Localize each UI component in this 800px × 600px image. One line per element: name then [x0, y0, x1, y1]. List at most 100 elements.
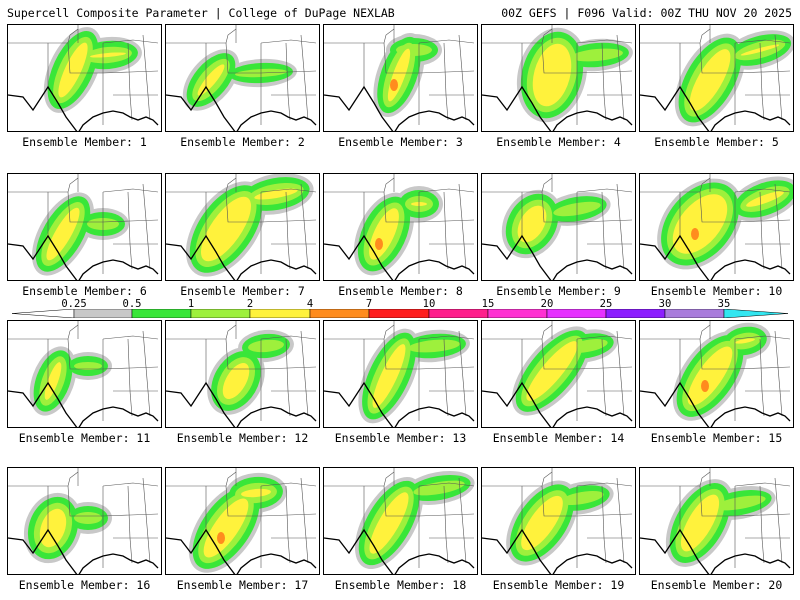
state-border [300, 34, 307, 96]
state-border [603, 390, 607, 417]
scp-map [640, 25, 793, 131]
colorbar-tick-label: 2 [246, 298, 254, 310]
scp-contour-fill [689, 49, 731, 111]
coastline [8, 85, 159, 131]
state-border [734, 482, 791, 487]
state-border [166, 324, 237, 340]
state-border [418, 335, 475, 340]
state-border [541, 191, 577, 223]
colorbar-tick-label: 7 [365, 298, 373, 310]
ensemble-map-panel [165, 467, 320, 575]
state-border [142, 183, 149, 245]
colorbar-segment [605, 309, 666, 318]
state-border [305, 243, 309, 270]
coastline [324, 381, 475, 427]
state-border [640, 28, 711, 44]
colorbar-segment [487, 309, 548, 318]
member-label: Ensemble Member: 12 [176, 431, 309, 445]
scp-contour-fill [413, 480, 465, 496]
coastline [324, 528, 475, 574]
state-border [324, 471, 395, 487]
ensemble-map-panel [165, 173, 320, 281]
colorbar-segment [249, 309, 311, 318]
state-border [458, 477, 465, 539]
ensemble-map-panel [165, 24, 320, 132]
state-border [8, 28, 79, 44]
state-border [260, 219, 317, 223]
coastline [166, 85, 317, 131]
state-border [127, 485, 131, 539]
state-border [129, 537, 133, 564]
scp-contour-fill [735, 338, 755, 344]
coastline [482, 234, 633, 280]
state-border [576, 335, 633, 340]
state-border [774, 34, 781, 96]
scp-contour-fill [222, 362, 250, 400]
scp-high-value-cell [390, 79, 398, 91]
scp-contour-fill [517, 205, 547, 243]
state-border [541, 42, 577, 74]
scp-map [166, 25, 317, 131]
state-border [445, 390, 449, 417]
scp-map [166, 321, 317, 427]
state-border [734, 39, 791, 44]
state-border [383, 191, 419, 223]
state-border [774, 477, 781, 539]
colorbar-tick-label: 25 [599, 298, 613, 310]
member-label: Ensemble Member: 4 [496, 135, 621, 149]
state-border [779, 243, 783, 270]
state-border [129, 390, 133, 417]
state-border [621, 537, 625, 564]
state-border [305, 94, 309, 121]
state-border [147, 243, 151, 270]
colorbar-segment [368, 309, 430, 318]
scp-contour-fill [58, 42, 88, 98]
scp-high-value-cell [375, 238, 383, 250]
state-border [129, 94, 133, 121]
state-border [779, 390, 783, 417]
colorbar-segment [546, 309, 607, 318]
colorbar-tick-label: 35 [717, 298, 731, 310]
state-border [102, 335, 159, 340]
member-label: Ensemble Member: 14 [492, 431, 625, 445]
state-border [734, 366, 791, 370]
colorbar-tick-label: 0.5 [122, 298, 142, 310]
state-border [147, 390, 151, 417]
state-border [734, 513, 791, 517]
state-border [601, 338, 605, 392]
ensemble-map-panel [639, 320, 794, 428]
state-border [458, 34, 465, 96]
scp-contour-fill [203, 498, 249, 558]
scp-map [8, 174, 159, 280]
member-label: Ensemble Member: 6 [22, 284, 147, 298]
ensemble-map-panel [7, 320, 162, 428]
state-border [287, 537, 291, 564]
state-border [601, 42, 605, 96]
ensemble-map-panel [481, 320, 636, 428]
state-border [67, 42, 103, 74]
scp-contour-fill [369, 492, 409, 554]
state-border [260, 335, 317, 340]
state-border [285, 42, 289, 96]
scp-map [8, 468, 159, 574]
ensemble-map-panel [323, 467, 478, 575]
scp-map [8, 321, 159, 427]
state-border [774, 183, 781, 245]
state-border [482, 324, 553, 340]
state-border [458, 330, 465, 392]
ensemble-map-panel [481, 173, 636, 281]
state-border [260, 39, 317, 44]
state-border [779, 94, 783, 121]
scp-map [482, 174, 633, 280]
colorbar-segment [73, 309, 133, 318]
colorbar-tick-label: 10 [422, 298, 436, 310]
state-border [445, 243, 449, 270]
member-label: Ensemble Member: 10 [650, 284, 783, 298]
state-border [418, 482, 475, 487]
state-border [225, 42, 261, 74]
state-border [734, 219, 791, 223]
scp-high-value-cell [691, 228, 699, 240]
scp-contour-fill [200, 196, 252, 262]
member-label: Ensemble Member: 8 [338, 284, 463, 298]
state-border [603, 243, 607, 270]
